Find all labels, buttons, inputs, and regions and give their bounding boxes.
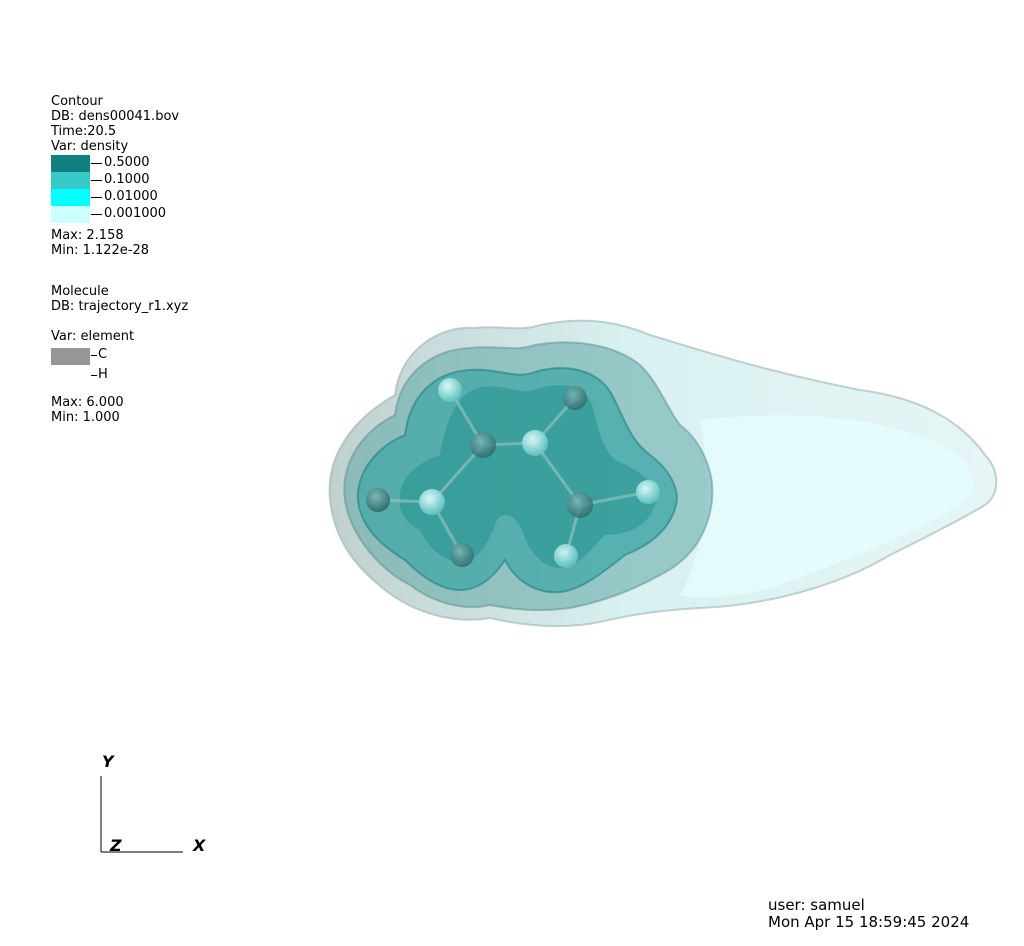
contour-levels: 0.5000 0.1000 0.01000 0.001000 [51,155,179,223]
element-level-label: C [98,347,108,362]
contour-legend-min: Min: 1.122e-28 [51,243,150,258]
element-level-tick [91,355,97,356]
isosurface-0.5 [399,385,656,569]
contour-level-swatch [51,172,90,189]
molecule-legend-var: Var: element [51,329,135,344]
contour-legend: Contour DB: dens00041.bov Time:20.5 Var:… [51,94,179,258]
element-level-swatch [51,368,90,385]
axis-label-x: X [193,836,206,855]
contour-level-tick [91,197,102,198]
atom-hydrogen [366,488,390,512]
atom-carbon [567,492,593,518]
footer-timestamp: Mon Apr 15 18:59:45 2024 [768,913,970,931]
molecule-legend-max: Max: 6.000 [51,395,124,410]
element-level-label: H [98,367,108,382]
molecule-legend: Molecule DB: trajectory_r1.xyz Var: elem… [51,284,188,425]
molecule-legend-min: Min: 1.000 [51,410,120,425]
contour-level: 0.01000 [51,189,179,206]
contour-level-label: 0.5000 [104,155,150,170]
atom-carbon [419,489,445,515]
contour-level-tick [91,180,102,181]
molecule-atoms [366,378,660,568]
contour-level: 0.1000 [51,172,179,189]
axes-triad [100,776,183,853]
atom-hydrogen [554,544,578,568]
contour-legend-max: Max: 2.158 [51,228,124,243]
contour-level-label: 0.001000 [104,206,167,221]
contour-level-swatch [51,155,90,172]
contour-legend-var: Var: density [51,139,129,154]
contour-level-label: 0.01000 [104,189,158,204]
atom-carbon [522,430,548,456]
contour-level: 0.001000 [51,206,179,223]
atom-carbon [470,432,496,458]
contour-level-label: 0.1000 [104,172,150,187]
contour-level-swatch [51,206,90,223]
atom-hydrogen [450,543,474,567]
contour-legend-time: Time:20.5 [51,124,117,139]
axis-label-y: Y [102,752,114,771]
axis-label-z: Z [110,836,122,855]
molecule-legend-title: Molecule [51,284,109,299]
footer-user: user: samuel [768,896,865,914]
element-level-tick [91,375,97,376]
atom-hydrogen [438,378,462,402]
molecule-legend-db: DB: trajectory_r1.xyz [51,299,189,314]
footer-info: user: samuel Mon Apr 15 18:59:45 2024 [768,897,969,931]
element-level: H [51,367,188,388]
isosurface-0.001-highlight [680,415,974,598]
contour-level: 0.5000 [51,155,179,172]
contour-level-tick [91,214,102,215]
contour-level-swatch [51,189,90,206]
element-level: C [51,347,188,368]
element-level-swatch [51,348,90,365]
atom-hydrogen [563,386,587,410]
contour-level-tick [91,163,102,164]
contour-legend-title: Contour [51,94,103,109]
contour-legend-db: DB: dens00041.bov [51,109,180,124]
atom-hydrogen [636,480,660,504]
